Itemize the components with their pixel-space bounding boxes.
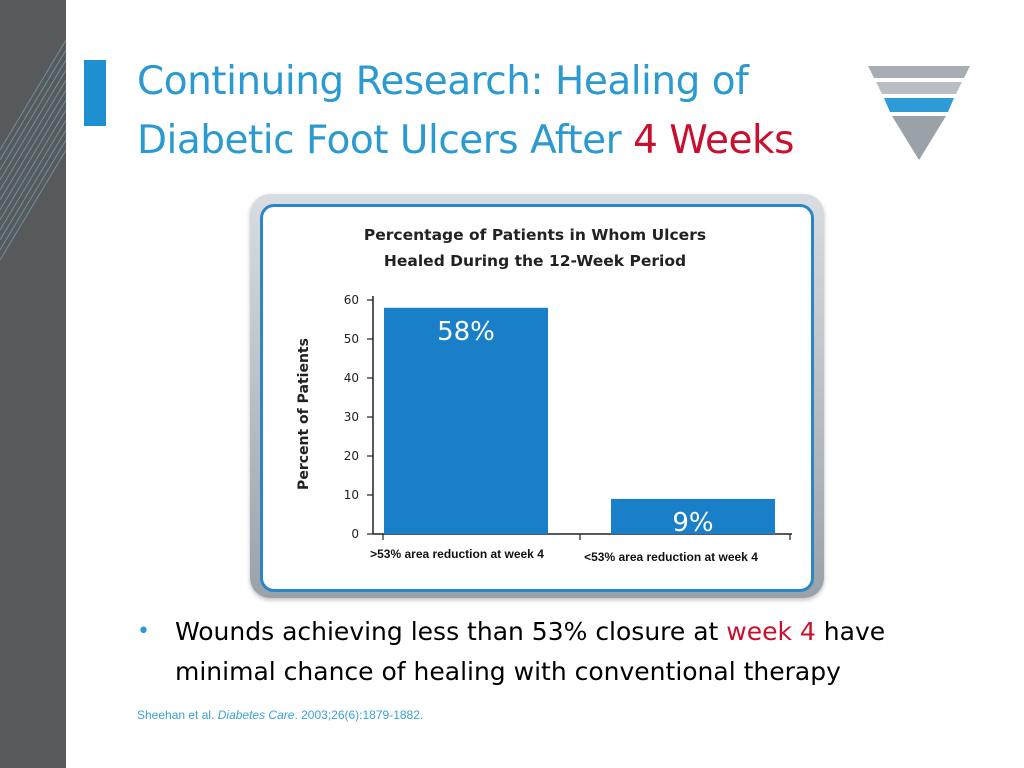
- bullet-dot-icon: •: [137, 619, 150, 644]
- bullet-text-part1: Wounds achieving less than 53% closure a…: [175, 617, 727, 646]
- citation: Sheehan et al. Diabetes Care. 2003;26(6)…: [137, 708, 423, 722]
- x-category-label-1: >53% area reduction at week 4: [370, 547, 544, 561]
- diagonal-lines-pattern: [0, 39, 66, 261]
- y-tick-label: 20: [344, 449, 359, 463]
- chart-frame: Percentage of Patients in Whom Ulcers He…: [250, 194, 824, 598]
- bar-2: [611, 498, 775, 534]
- triangle-logo-icon: [868, 66, 970, 160]
- bullet-highlight: week 4: [726, 617, 816, 646]
- bar-1: [384, 307, 548, 534]
- citation-details: . 2003;26(6):1879-1882.: [294, 708, 424, 722]
- title-accent-bar: [84, 60, 106, 126]
- plot-area: 0 10 20 30 40 50 60 58% >53% area reduction at w…: [344, 293, 792, 564]
- title-highlight: 4 Weeks: [633, 118, 794, 163]
- bar-chart: Percentage of Patients in Whom Ulcers He…: [296, 226, 792, 564]
- y-tick-label: 0: [351, 527, 359, 541]
- chart-title-line-2: Healed During the 12-Week Period: [384, 252, 686, 270]
- slide-title: Continuing Research: Healing of Diabetic…: [137, 52, 867, 170]
- bullet-text-part2: have minimal chance of healing with conv…: [175, 617, 886, 686]
- citation-journal: Diabetes Care: [217, 708, 295, 722]
- bullet-point: • Wounds achieving less than 53% closure…: [137, 612, 977, 692]
- chart-title-line-1: Percentage of Patients in Whom Ulcers: [364, 226, 706, 244]
- citation-authors: Sheehan et al.: [137, 708, 218, 722]
- y-axis-label: Percent of Patients: [296, 338, 312, 490]
- decorative-sidebar: [0, 0, 66, 768]
- bar-data-label-1: 58%: [437, 317, 495, 347]
- y-tick-label: 50: [344, 332, 359, 346]
- bar-data-label-2: 9%: [672, 508, 713, 538]
- y-tick-label: 60: [344, 293, 359, 307]
- y-tick-label: 40: [344, 371, 359, 385]
- y-tick-label: 30: [344, 410, 359, 424]
- x-category-label-2: <53% area reduction at week 4: [584, 550, 758, 564]
- bullet-text: Wounds achieving less than 53% closure a…: [175, 612, 977, 692]
- title-text: Continuing Research: Healing of Diabetic…: [137, 59, 749, 163]
- y-tick-label: 10: [344, 488, 359, 502]
